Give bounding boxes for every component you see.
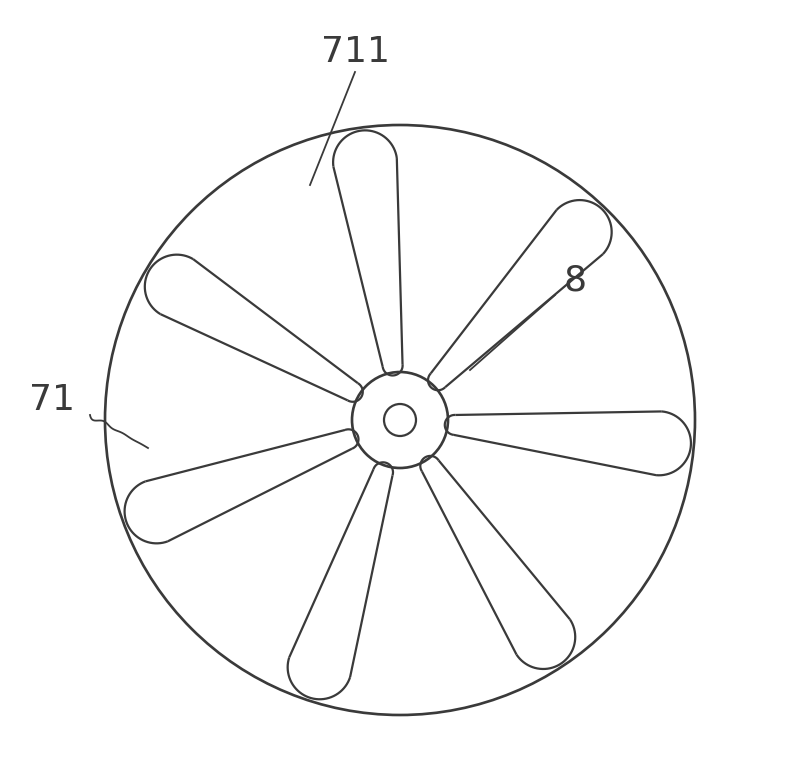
Text: 711: 711: [320, 35, 389, 69]
Text: 71: 71: [29, 383, 75, 417]
Text: 8: 8: [563, 263, 586, 297]
